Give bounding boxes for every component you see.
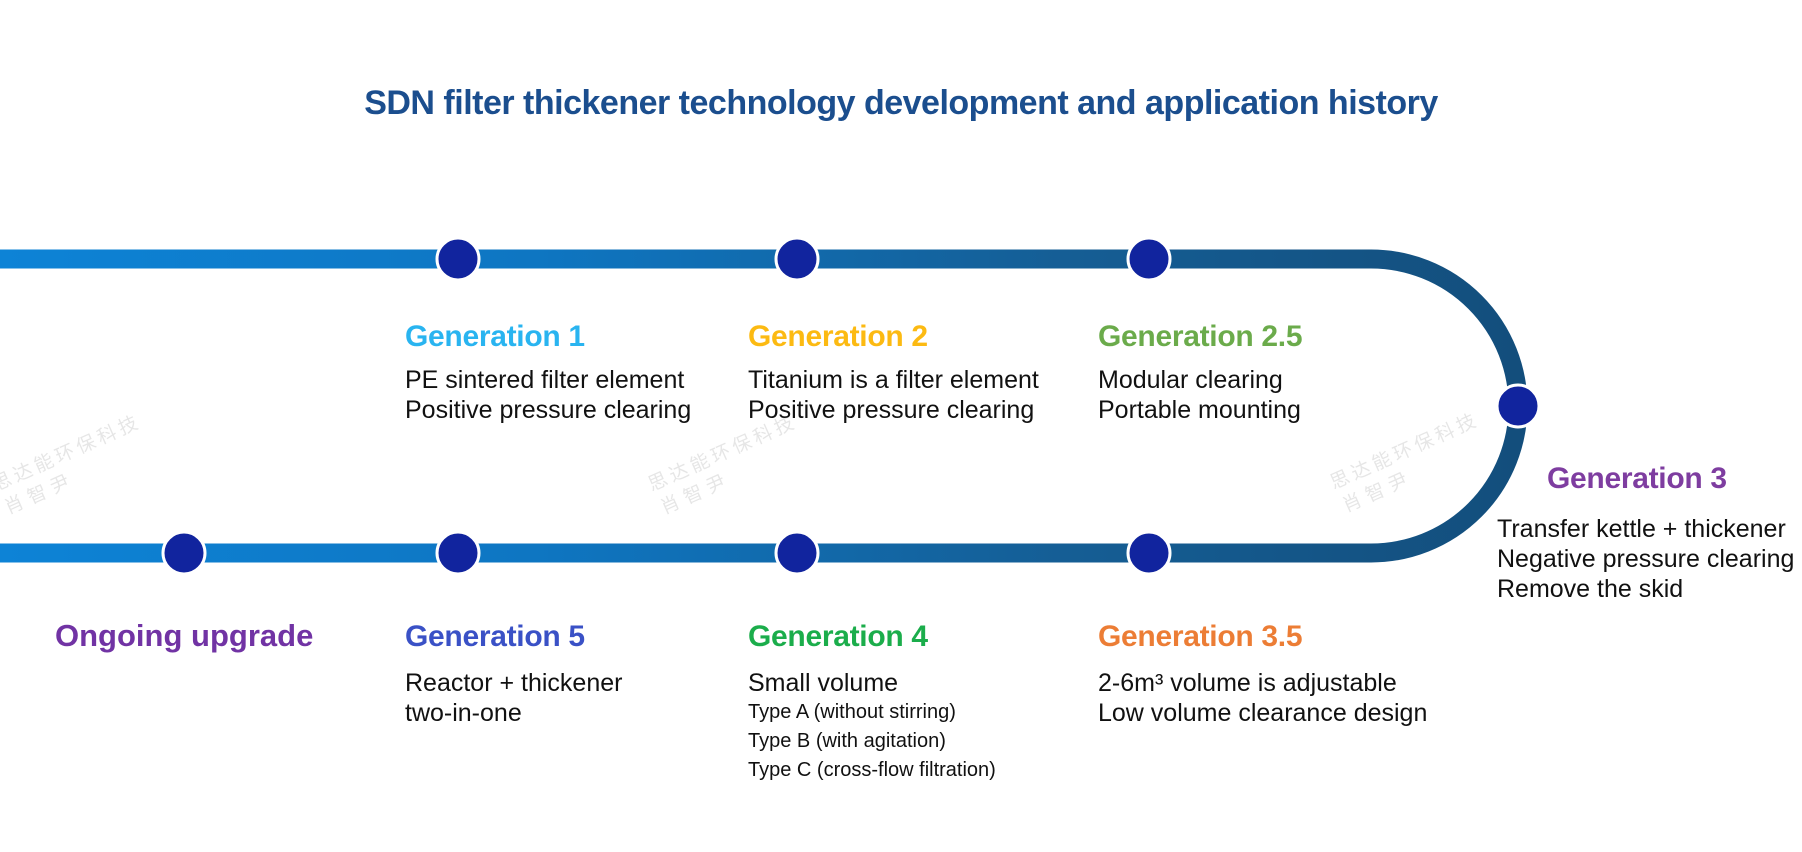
timeline-dot bbox=[161, 530, 207, 576]
milestone-detail: Low volume clearance design bbox=[1098, 699, 1428, 727]
timeline-dot bbox=[1126, 236, 1172, 282]
milestone-title: Generation 2.5 bbox=[1098, 320, 1303, 353]
milestone-detail: Negative pressure clearing bbox=[1497, 545, 1795, 573]
milestone-detail: two-in-one bbox=[405, 699, 522, 727]
timeline-dot bbox=[1495, 383, 1541, 429]
milestone-generation-2: Generation 2 Titanium is a filter elemen… bbox=[748, 320, 1039, 425]
milestone-detail: 2-6m³ volume is adjustable bbox=[1098, 669, 1397, 697]
timeline-dot bbox=[435, 530, 481, 576]
milestone-title: Generation 5 bbox=[405, 620, 585, 653]
milestone-title: Generation 2 bbox=[748, 320, 928, 353]
milestone-detail: PE sintered filter element bbox=[405, 366, 685, 394]
milestone-detail: Positive pressure clearing bbox=[748, 396, 1035, 424]
milestone-sub-detail: Type A (without stirring) bbox=[748, 701, 956, 723]
milestone-generation-5: Generation 5 Reactor + thickener two-in-… bbox=[405, 620, 622, 728]
milestone-title: Generation 1 bbox=[405, 320, 585, 353]
timeline-dot bbox=[1126, 530, 1172, 576]
milestone-sub-detail: Type B (with agitation) bbox=[748, 730, 946, 752]
milestone-ongoing-upgrade: Ongoing upgrade bbox=[55, 618, 314, 653]
milestone-generation-3: Generation 3 Transfer kettle + thickener… bbox=[1497, 462, 1794, 604]
milestone-detail: Titanium is a filter element bbox=[748, 366, 1039, 394]
milestone-generation-4: Generation 4 Small volume Type A (withou… bbox=[748, 620, 996, 785]
timeline-dot bbox=[435, 236, 481, 282]
milestone-sub-detail: Type C (cross-flow filtration) bbox=[748, 759, 996, 781]
milestone-detail: Small volume bbox=[748, 669, 899, 697]
milestone-detail: Positive pressure clearing bbox=[405, 396, 692, 424]
milestone-detail: Modular clearing bbox=[1098, 366, 1283, 394]
milestone-detail: Portable mounting bbox=[1098, 396, 1301, 424]
page-title: SDN filter thickener technology developm… bbox=[364, 84, 1438, 122]
milestone-detail: Reactor + thickener bbox=[405, 669, 623, 697]
milestone-generation-1: Generation 1 PE sintered filter element … bbox=[405, 320, 691, 425]
milestone-title: Generation 3 bbox=[1547, 462, 1727, 495]
timeline-dot bbox=[774, 530, 820, 576]
timeline-dot bbox=[774, 236, 820, 282]
milestone-title: Generation 4 bbox=[748, 620, 928, 653]
milestone-generation-2-5: Generation 2.5 Modular clearing Portable… bbox=[1098, 320, 1303, 425]
milestone-title: Generation 3.5 bbox=[1098, 620, 1303, 653]
milestone-generation-3-5: Generation 3.5 2-6m³ volume is adjustabl… bbox=[1098, 620, 1427, 728]
milestone-detail: Transfer kettle + thickener bbox=[1497, 515, 1786, 543]
milestone-detail: Remove the skid bbox=[1497, 575, 1684, 603]
